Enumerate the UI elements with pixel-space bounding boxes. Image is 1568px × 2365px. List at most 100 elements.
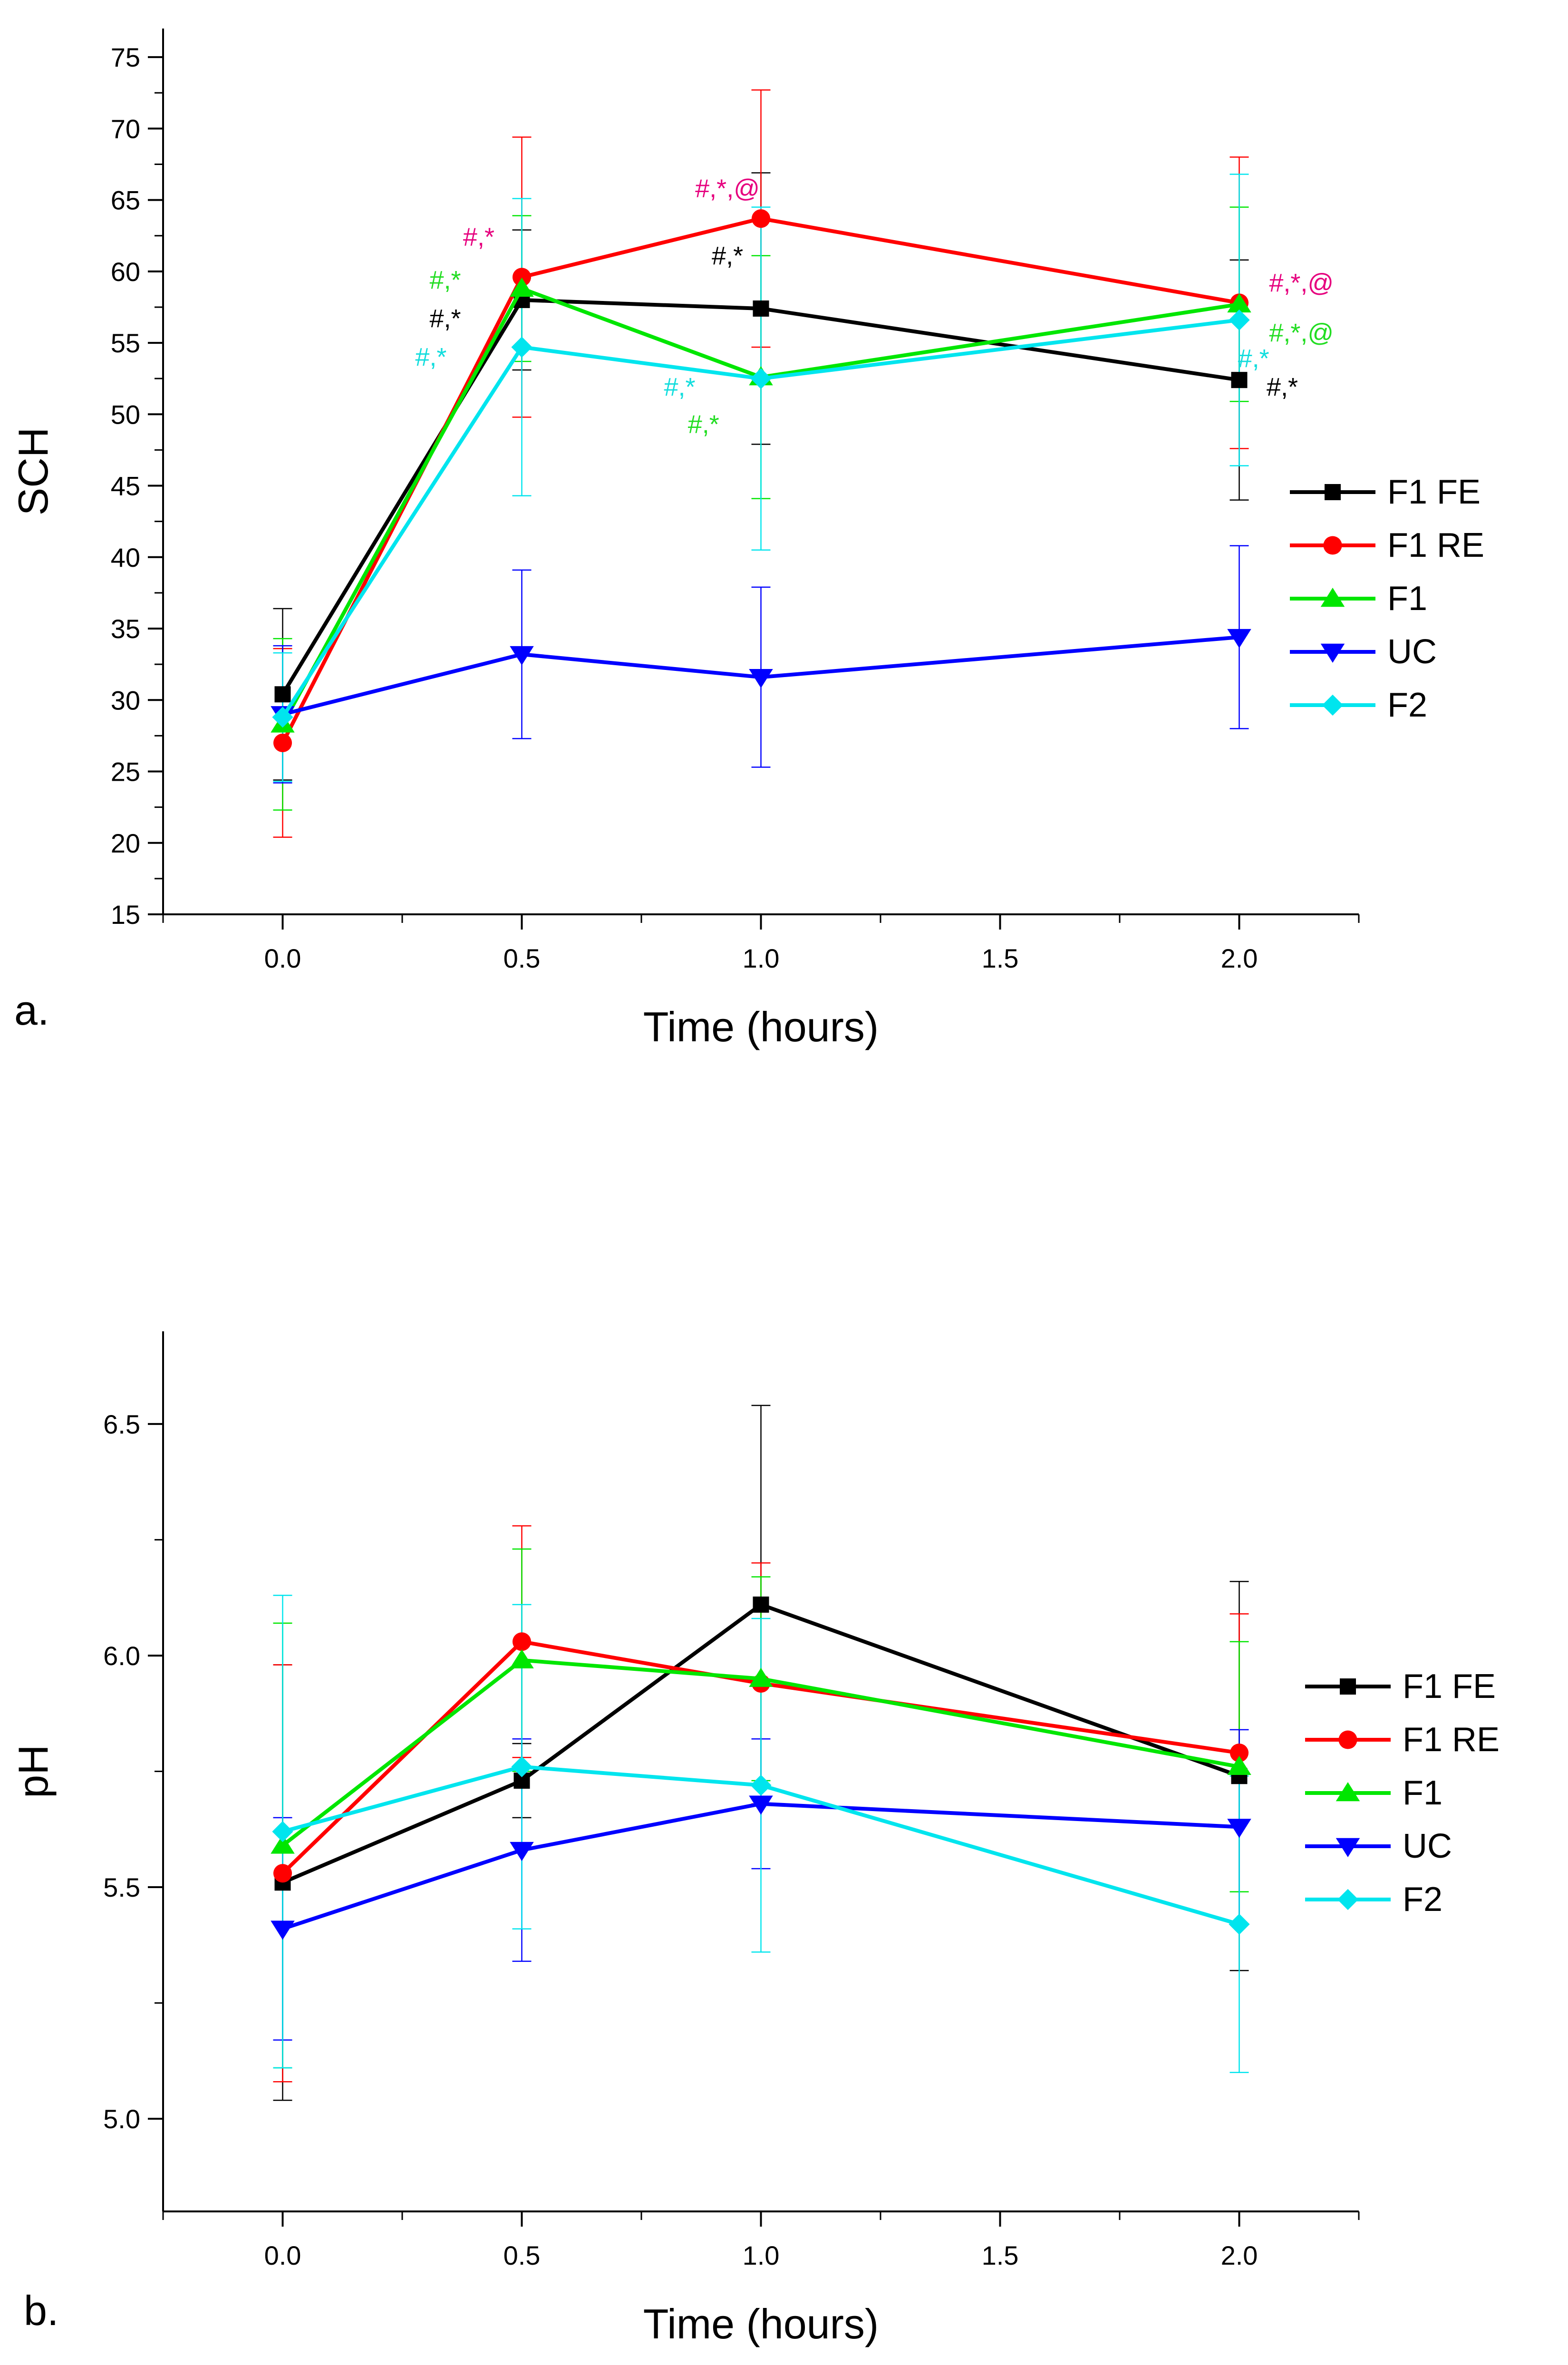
- x-tick-label: 0.0: [264, 943, 301, 973]
- legend-label: F2: [1387, 686, 1427, 724]
- legend-label: F1 RE: [1387, 526, 1484, 564]
- x-tick-label: 0.5: [503, 943, 541, 973]
- x-axis-title: Time (hours): [643, 2300, 879, 2347]
- y-axis-title: SCH: [10, 427, 57, 516]
- data-point: [274, 686, 291, 703]
- data-point: [750, 1774, 772, 1796]
- data-point: [511, 1756, 532, 1777]
- y-tick-label: 15: [111, 900, 140, 930]
- x-axis-title: Time (hours): [643, 1003, 879, 1050]
- y-tick-label: 30: [111, 685, 140, 715]
- significance-annotation: #,*: [415, 343, 446, 371]
- panel-label: b.: [24, 2287, 58, 2334]
- significance-annotation: #,*: [712, 242, 743, 270]
- legend-label: F1 FE: [1403, 1667, 1496, 1706]
- data-point: [1227, 1819, 1251, 1838]
- panel-label: a.: [14, 987, 49, 1034]
- legend-marker: [1340, 1678, 1356, 1695]
- series-line: [282, 1802, 1239, 1931]
- legend-label: F1 RE: [1403, 1721, 1500, 1759]
- significance-annotation: #,*: [664, 373, 695, 401]
- x-tick-label: 1.0: [743, 943, 780, 973]
- significance-annotation: #,*,@: [695, 174, 760, 203]
- data-point: [749, 669, 773, 688]
- data-point: [1229, 309, 1250, 331]
- series-line: [282, 635, 1239, 717]
- data-point: [272, 707, 293, 728]
- data-point: [1227, 629, 1251, 649]
- data-point: [273, 733, 292, 752]
- legend: F1 FE F1 RE F1 UC F2: [1305, 1667, 1500, 1919]
- legend-marker: [1323, 536, 1342, 555]
- legend-marker: [1336, 1838, 1360, 1857]
- y-tick-label: 65: [111, 185, 140, 215]
- series-line: [281, 1658, 1240, 1847]
- error-bars-f2: [273, 1595, 1249, 2073]
- y-tick-label: 6.5: [103, 1409, 140, 1439]
- panel-b-ph-chart: 5.0 5.5 6.0 6.5 0.0 0.5 1.0 1.5 2.0 Time (hours) p…: [10, 1331, 1500, 2347]
- x-tick-label: 1.5: [982, 943, 1019, 973]
- legend-marker: [1322, 694, 1344, 716]
- series-uc: [271, 1795, 1251, 1940]
- legend: F1 FE F1 RE F1 UC F2: [1290, 473, 1484, 724]
- y-tick-label: 75: [111, 42, 140, 72]
- data-point: [1227, 1755, 1251, 1775]
- significance-annotation: #,*: [463, 223, 494, 252]
- series-line: [281, 1639, 1240, 1875]
- legend-marker: [1325, 484, 1341, 500]
- data-point: [753, 1596, 769, 1613]
- y-tick-label: 20: [111, 828, 140, 858]
- significance-annotation: #,*: [430, 304, 461, 333]
- data-point: [1231, 372, 1248, 388]
- y-axis-title: pH: [10, 1745, 57, 1798]
- legend-label: F1: [1403, 1774, 1442, 1812]
- y-tick-label: 45: [111, 471, 140, 501]
- legend-marker: [1336, 1782, 1360, 1802]
- data-point: [510, 1842, 534, 1861]
- significance-annotation: #,*: [1267, 373, 1298, 401]
- significance-annotation: #,*: [688, 410, 719, 438]
- data-point: [749, 1795, 773, 1815]
- legend-marker: [1320, 588, 1345, 607]
- series-line: [281, 298, 1240, 696]
- y-tick-label: 5.0: [103, 2104, 140, 2134]
- data-point: [510, 1649, 534, 1668]
- data-point: [753, 300, 769, 317]
- data-point: [1229, 1913, 1250, 1935]
- series-line: [281, 1602, 1240, 1884]
- y-tick-label: 6.0: [103, 1641, 140, 1671]
- legend-label: UC: [1403, 1827, 1452, 1865]
- significance-annotation: #,*: [430, 266, 461, 294]
- y-tick-label: 50: [111, 399, 140, 429]
- data-point: [271, 1834, 295, 1854]
- panel-a-sch-chart: 15 20 25 30 35 40 45 50 55 60 65 70 75 0.0 0.5 1.0 1.5 2.…: [10, 29, 1484, 1050]
- legend-marker: [1338, 1730, 1357, 1749]
- legend-marker: [1337, 1889, 1359, 1910]
- data-point: [1229, 1743, 1249, 1763]
- data-point: [271, 1920, 295, 1940]
- series-f1: [271, 1649, 1251, 1854]
- data-point: [751, 209, 771, 228]
- series-f1-fe: [274, 1596, 1248, 1891]
- legend-label: F1: [1387, 580, 1427, 618]
- legend-label: UC: [1387, 633, 1437, 671]
- series-line: [282, 1764, 1240, 1926]
- y-tick-label: 35: [111, 614, 140, 644]
- data-point: [510, 277, 534, 297]
- x-tick-label: 2.0: [1221, 943, 1258, 973]
- x-tick-label: 1.0: [743, 2240, 780, 2270]
- x-tick-label: 0.0: [264, 2240, 301, 2270]
- legend-marker: [1320, 643, 1345, 663]
- data-point: [749, 1667, 773, 1687]
- y-tick-label: 5.5: [103, 1872, 140, 1902]
- data-point: [273, 1864, 292, 1883]
- y-tick-label: 40: [111, 543, 140, 572]
- data-point: [510, 646, 534, 666]
- significance-annotation: #,*: [1238, 344, 1269, 373]
- series-f2: [272, 1756, 1250, 1935]
- y-tick-label: 70: [111, 114, 140, 144]
- significance-annotation: #,*,@: [1269, 269, 1334, 297]
- series-line: [281, 318, 1239, 718]
- series-f2: [272, 309, 1250, 728]
